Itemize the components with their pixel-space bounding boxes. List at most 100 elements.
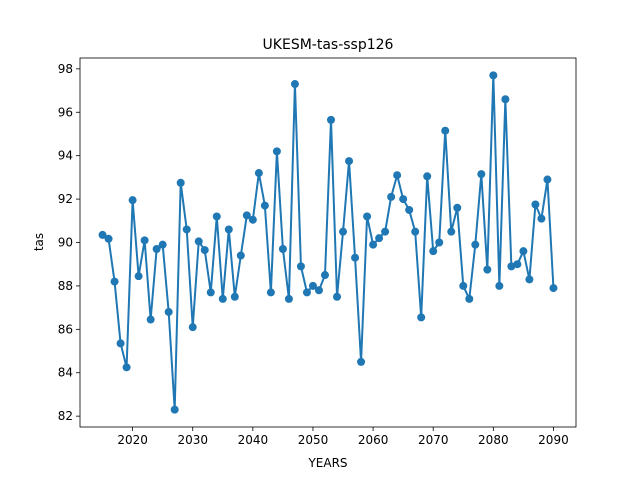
x-tick-label-2020: 2020 <box>117 433 148 447</box>
data-point-2016 <box>104 234 113 243</box>
y-tick-label-92: 92 <box>58 192 73 206</box>
data-point-2058 <box>357 357 366 366</box>
data-point-2061 <box>375 234 384 243</box>
data-point-2030 <box>188 323 197 332</box>
data-point-2088 <box>537 214 546 223</box>
y-tick-label-84: 84 <box>58 366 73 380</box>
data-point-2017 <box>110 277 119 286</box>
y-tick-label-96: 96 <box>58 105 73 119</box>
data-point-2071 <box>435 238 444 247</box>
data-point-2055 <box>339 227 348 236</box>
data-point-2027 <box>170 405 179 414</box>
y-tick-label-82: 82 <box>58 409 73 423</box>
data-point-2056 <box>345 157 354 166</box>
data-point-2045 <box>278 245 287 254</box>
data-point-2072 <box>441 126 450 135</box>
data-point-2048 <box>296 262 305 271</box>
data-point-2067 <box>411 227 420 236</box>
data-point-2075 <box>459 281 468 290</box>
x-tick-label-2040: 2040 <box>238 433 269 447</box>
data-point-2038 <box>236 251 245 260</box>
data-point-2066 <box>405 205 414 214</box>
data-point-2063 <box>387 192 396 201</box>
data-point-2022 <box>140 236 149 245</box>
data-point-2086 <box>525 275 534 284</box>
x-tick-label-2090: 2090 <box>538 433 569 447</box>
data-point-2021 <box>134 272 143 281</box>
chart-title: UKESM-tas-ssp126 <box>263 37 394 53</box>
data-point-2049 <box>302 288 311 297</box>
data-point-2033 <box>206 288 215 297</box>
x-tick-label-2070: 2070 <box>418 433 449 447</box>
y-tick-label-88: 88 <box>58 279 73 293</box>
data-point-2051 <box>314 286 323 295</box>
data-point-2028 <box>176 178 185 187</box>
y-axis-label: tas <box>32 233 46 251</box>
data-point-2047 <box>290 80 299 89</box>
x-tick-label-2080: 2080 <box>478 433 509 447</box>
data-point-2020 <box>128 196 137 205</box>
data-point-2083 <box>507 262 516 271</box>
data-point-2090 <box>549 284 558 293</box>
data-point-2060 <box>369 240 378 249</box>
data-point-2026 <box>164 307 173 316</box>
data-point-2023 <box>146 315 155 324</box>
data-point-2036 <box>224 225 233 234</box>
data-point-2078 <box>477 170 486 179</box>
data-point-2018 <box>116 339 125 348</box>
x-tick-label-2050: 2050 <box>298 433 329 447</box>
data-point-2087 <box>531 200 540 209</box>
data-point-2085 <box>519 247 528 256</box>
data-point-2040 <box>248 215 257 224</box>
plot-area: 2020 2030 2040 2050 2060 2070 2080 2090 82 84 86 88… <box>58 57 577 447</box>
data-point-2024 <box>152 245 161 254</box>
data-point-2043 <box>266 288 275 297</box>
data-point-2074 <box>453 203 462 212</box>
data-point-2031 <box>194 237 203 246</box>
data-point-2039 <box>242 211 251 220</box>
data-point-2032 <box>200 246 209 255</box>
y-tick-label-94: 94 <box>58 149 73 163</box>
data-point-2019 <box>122 363 131 372</box>
axes-frame <box>79 57 577 428</box>
data-point-2057 <box>351 253 360 262</box>
y-tick-label-90: 90 <box>58 236 73 250</box>
data-point-2041 <box>254 169 263 178</box>
data-point-2025 <box>158 240 167 249</box>
data-point-2037 <box>230 292 239 301</box>
data-point-2076 <box>465 294 474 303</box>
data-point-2034 <box>212 212 221 221</box>
data-point-2081 <box>495 281 504 290</box>
y-tick-label-98: 98 <box>58 62 73 76</box>
data-point-2089 <box>543 175 552 184</box>
data-point-2070 <box>429 247 438 256</box>
data-point-2052 <box>320 271 329 280</box>
data-point-2084 <box>513 260 522 269</box>
data-point-2029 <box>182 225 191 234</box>
data-point-2077 <box>471 240 480 249</box>
data-point-2080 <box>489 71 498 80</box>
data-point-2044 <box>272 147 281 156</box>
x-axis-label: YEARS <box>307 456 347 470</box>
data-point-2015 <box>98 230 107 239</box>
data-point-2042 <box>260 201 269 210</box>
data-point-2069 <box>423 172 432 181</box>
data-point-2053 <box>327 115 336 124</box>
data-point-2068 <box>417 313 426 322</box>
data-point-2059 <box>363 212 372 221</box>
data-point-2082 <box>501 95 510 104</box>
data-point-2073 <box>447 227 456 236</box>
data-point-2079 <box>483 265 492 274</box>
x-tick-label-2030: 2030 <box>177 433 208 447</box>
data-point-2050 <box>308 281 317 290</box>
data-point-2064 <box>393 171 402 180</box>
data-point-2046 <box>284 294 293 303</box>
x-tick-label-2060: 2060 <box>358 433 389 447</box>
series-line-tas <box>102 74 555 411</box>
data-point-2035 <box>218 294 227 303</box>
data-point-2062 <box>381 227 390 236</box>
data-point-2054 <box>333 292 342 301</box>
data-point-2065 <box>399 195 408 204</box>
